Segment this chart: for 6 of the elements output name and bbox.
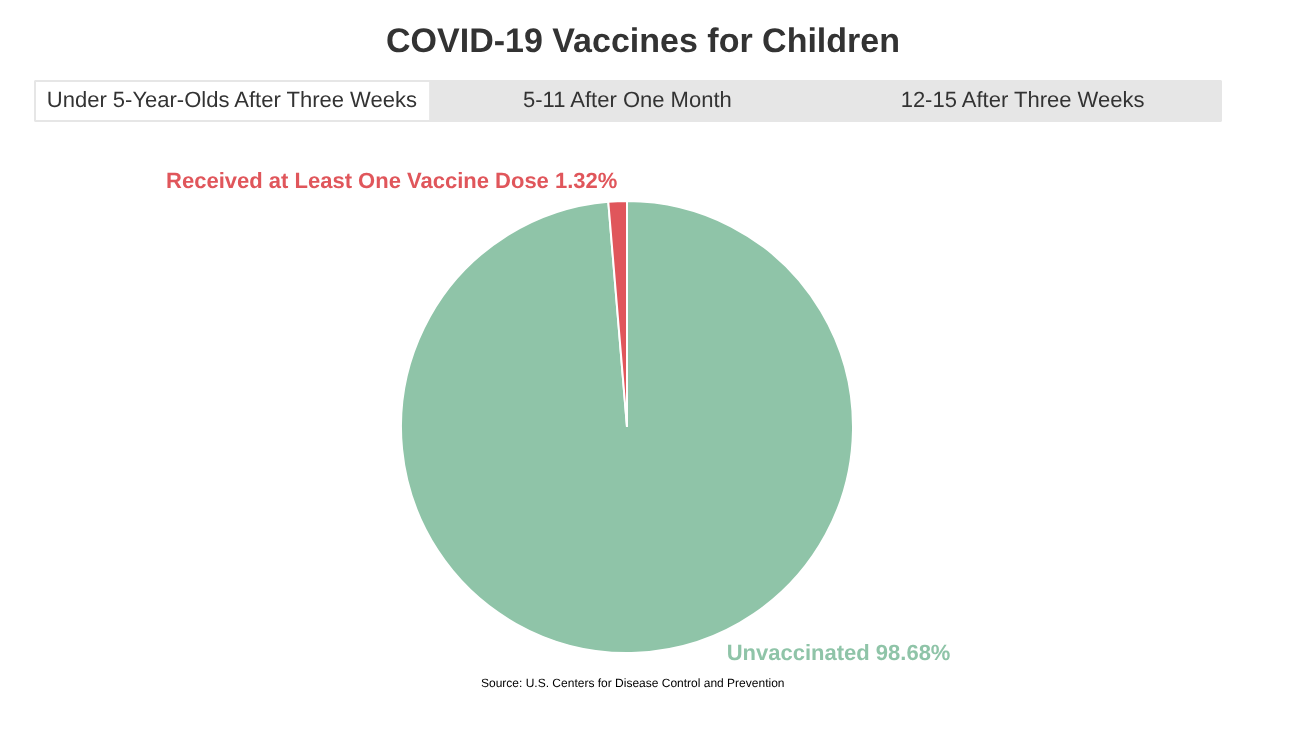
- chart-title: COVID-19 Vaccines for Children: [386, 22, 900, 60]
- slice-label: Received at Least One Vaccine Dose 1.32%: [166, 170, 618, 195]
- text: Under 5-Year-Olds After Three Weeks: [46, 89, 418, 113]
- slice-label: Unvaccinated 98.68%: [726, 641, 951, 666]
- text: 5-11 After One Month: [523, 89, 732, 113]
- text: 12-15 After Three Weeks: [900, 89, 1146, 113]
